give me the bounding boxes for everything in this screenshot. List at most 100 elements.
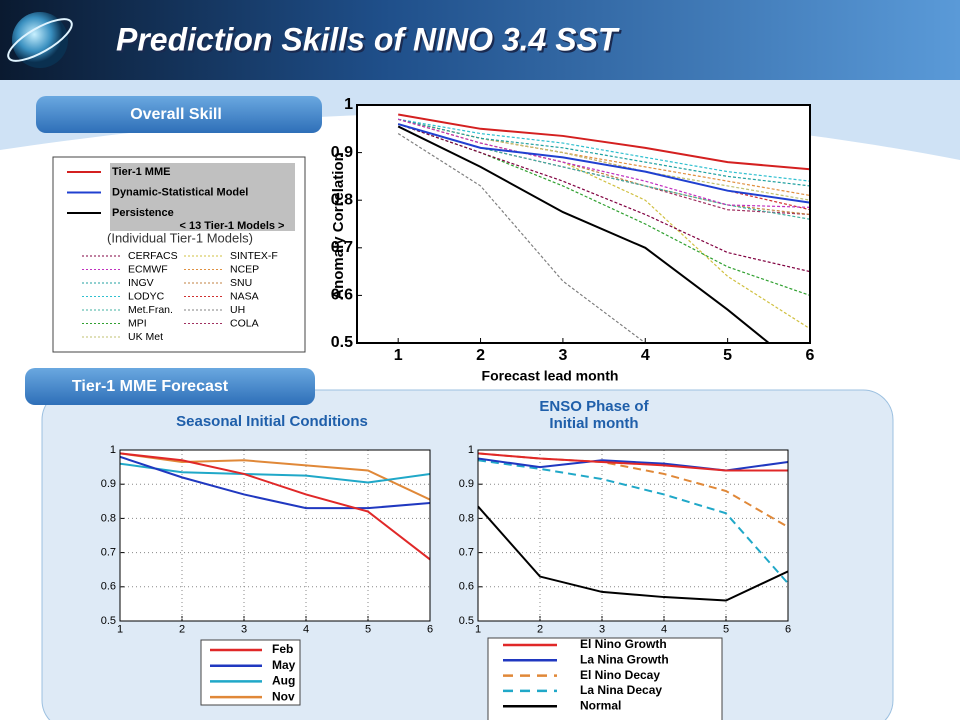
x-tick-label: 4 (303, 624, 309, 636)
x-tick-label: 6 (427, 624, 433, 636)
y-tick-label: 0.6 (459, 581, 474, 593)
y-tick-label: 1 (110, 444, 116, 456)
x-tick-label: 1 (117, 624, 123, 636)
header-bar (0, 0, 960, 80)
legend-label: COLA (230, 317, 259, 329)
section-label: Tier-1 MME Forecast (72, 378, 229, 395)
legend-label: CERFACS (128, 250, 178, 262)
x-tick-label: 4 (661, 624, 667, 636)
series-line (397, 125, 771, 343)
series-line (398, 113, 810, 171)
series-line (398, 118, 810, 182)
x-tick-label: 2 (537, 624, 543, 636)
x-axis-label: Forecast lead month (482, 368, 619, 384)
chart-title: Seasonal Initial Conditions (176, 413, 368, 430)
section-label: Overall Skill (130, 106, 222, 123)
legend-label: El Nino Decay (580, 668, 660, 682)
x-tick-label: 3 (558, 347, 567, 364)
y-tick-label: 0.8 (459, 512, 474, 524)
plot-area (478, 450, 788, 621)
y-tick-label: 0.6 (331, 287, 353, 304)
legend-label: Persistence (112, 207, 174, 219)
legend-label: UH (230, 304, 245, 316)
globe-ring (7, 18, 73, 62)
legend-label: El Nino Growth (580, 637, 667, 651)
series-line (120, 452, 430, 501)
legend-label: INGV (128, 277, 154, 289)
legend-label: Met.Fran. (128, 304, 173, 316)
x-tick-label: 5 (365, 624, 371, 636)
y-axis-label: Anomaly Correlation (330, 152, 347, 300)
series-line (120, 452, 430, 561)
legend-label: Feb (272, 642, 293, 656)
series-line (478, 452, 788, 472)
y-tick-label: 0.5 (331, 334, 353, 351)
globe-icon (12, 12, 68, 68)
legend-label: May (272, 658, 296, 672)
x-tick-label: 5 (723, 347, 732, 364)
plot-frame (477, 449, 789, 622)
series-line (478, 459, 788, 585)
chart-title: ENSO Phase of Initial month (539, 398, 649, 432)
legend-highlight (110, 163, 295, 231)
plot-area (120, 450, 430, 621)
x-tick-label: 1 (394, 347, 403, 364)
title-shadow: Prediction Skills of NINO 3.4 SST (118, 23, 622, 59)
legend-label: ECMWF (128, 263, 168, 275)
x-tick-label: 5 (723, 624, 729, 636)
series-line (398, 118, 810, 208)
legend-label: Dynamic-Statistical Model (112, 186, 248, 198)
series-line (478, 452, 788, 528)
legend-label: La Nina Decay (580, 683, 662, 697)
x-tick-label: 3 (241, 624, 247, 636)
legend-title: < 13 Tier-1 Models > (180, 220, 285, 232)
legend-label: Aug (272, 674, 295, 688)
y-tick-label: 0.9 (331, 144, 353, 161)
y-tick-label: 0.5 (459, 615, 474, 627)
y-tick-label: 0.7 (101, 547, 116, 559)
legend-label: La Nina Growth (580, 652, 669, 666)
legend-label: SINTEX-F (230, 250, 278, 262)
legend-label: Nov (272, 689, 295, 703)
plot-area (357, 105, 810, 343)
y-tick-label: 0.8 (331, 191, 353, 208)
title-box: ENSO Phase of Initial month (539, 398, 649, 432)
legend-subtitle: (Individual Tier-1 Models) (107, 230, 253, 245)
y-tick-label: 0.9 (101, 478, 116, 490)
y-tick-label: 0.6 (101, 581, 116, 593)
x-tick-label: 2 (476, 347, 485, 364)
slide-title: Prediction Skills of NINO 3.4 SST (116, 21, 620, 57)
y-tick-label: 0.8 (101, 512, 116, 524)
series-line (398, 118, 810, 187)
x-tick-label: 6 (806, 347, 815, 364)
series-line (397, 123, 810, 273)
section-pill (36, 96, 322, 133)
legend-label: MPI (128, 317, 147, 329)
plot-frame (356, 104, 811, 344)
legend-label: Normal (580, 698, 621, 712)
series-line (397, 133, 647, 343)
plot-frame (119, 449, 431, 622)
x-tick-label: 1 (475, 624, 481, 636)
legend-label: Tier-1 MME (112, 166, 170, 178)
legend-label: NASA (230, 290, 259, 302)
y-tick-label: 1 (468, 444, 474, 456)
y-tick-label: 0.9 (459, 478, 474, 490)
x-tick-label: 3 (599, 624, 605, 636)
series-line (120, 455, 430, 510)
y-tick-label: 0.7 (459, 547, 474, 559)
x-tick-label: 2 (179, 624, 185, 636)
x-tick-label: 6 (785, 624, 791, 636)
x-tick-label: 4 (641, 347, 650, 364)
title-box: Seasonal Initial Conditions (176, 413, 368, 430)
y-tick-label: 0.7 (331, 239, 353, 256)
legend-label: UK Met (128, 331, 163, 343)
series-line (478, 457, 788, 472)
series-line (120, 462, 430, 484)
legend-label: SNU (230, 277, 252, 289)
series-line (478, 505, 788, 602)
legend-label: LODYC (128, 290, 165, 302)
section-pill (25, 368, 315, 405)
y-tick-label: 0.5 (101, 615, 116, 627)
